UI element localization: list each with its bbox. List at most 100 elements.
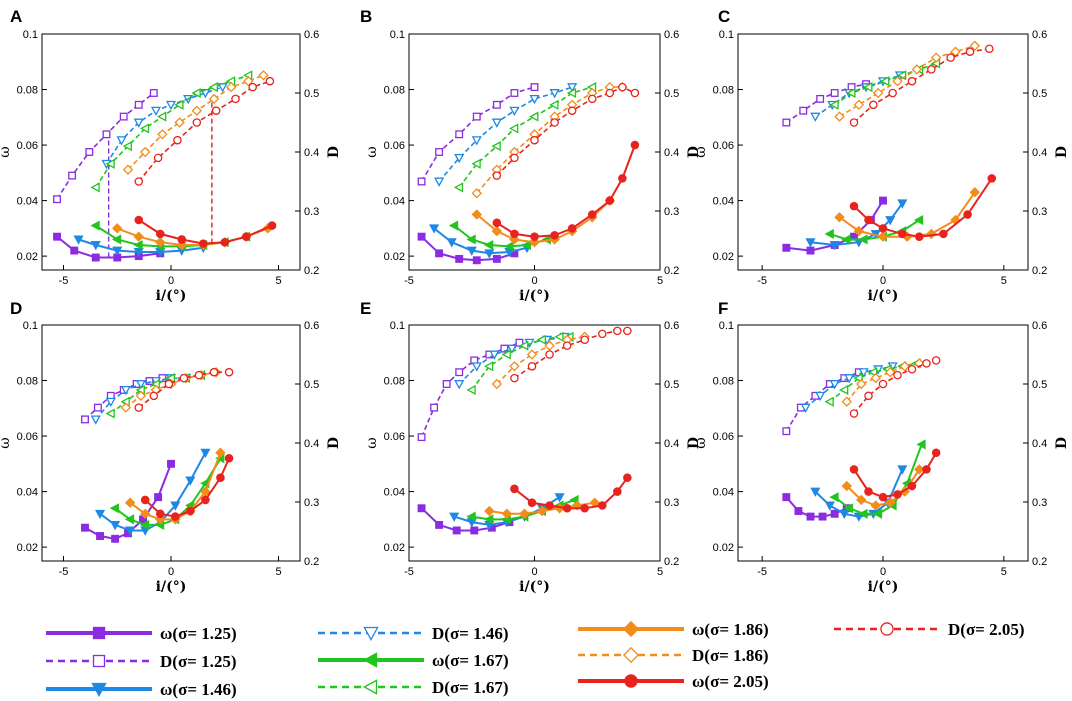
series-ω(σ= 1.86) [484, 497, 600, 520]
data-point [491, 378, 503, 390]
legend-item: ω(σ= 1.46) [46, 680, 237, 699]
data-point [192, 118, 202, 127]
series-D(σ= 1.25) [53, 89, 158, 204]
data-point [509, 123, 519, 134]
data-point [844, 374, 855, 384]
data-point [501, 508, 513, 520]
data-point [150, 106, 162, 117]
data-point [506, 344, 517, 354]
x-tick-label: 0 [531, 566, 537, 578]
data-point [124, 514, 135, 525]
x-tick-label: 0 [880, 566, 886, 578]
legend-item: ω(σ= 2.05) [578, 672, 769, 691]
data-point [111, 534, 120, 543]
data-point [519, 508, 530, 520]
y-tick-label: 0.1 [390, 29, 405, 41]
y2-tick-label: 0.4 [304, 147, 319, 159]
series-D(σ= 2.05) [134, 367, 234, 412]
data-point [899, 361, 910, 372]
y2-axis-label: D [686, 146, 702, 158]
x-tick-label: 5 [657, 566, 663, 578]
data-point [864, 215, 873, 225]
data-point [491, 118, 502, 128]
data-point [545, 350, 554, 359]
data-point [829, 99, 839, 110]
data-point [73, 235, 84, 245]
data-point [878, 492, 888, 502]
y2-tick-label: 0.2 [304, 556, 319, 568]
legend-label: D(σ= 1.67) [432, 678, 509, 697]
data-point [930, 52, 942, 63]
series-line [95, 74, 249, 188]
data-point [549, 99, 559, 110]
x-tick-label: 5 [1001, 566, 1007, 578]
y2-tick-label: 0.2 [1032, 265, 1047, 277]
data-point [913, 214, 924, 226]
data-point [985, 44, 994, 54]
y-tick-label: 0.08 [17, 376, 38, 388]
series-ω(σ= 1.25) [53, 232, 165, 262]
data-point [248, 82, 257, 92]
data-point [224, 367, 234, 377]
y2-axis-label: D [686, 437, 702, 449]
data-point [491, 141, 501, 152]
data-point [623, 326, 632, 336]
data-point [510, 229, 519, 239]
data-point [466, 246, 477, 256]
series-D(σ= 1.67) [90, 70, 253, 193]
data-point [455, 130, 464, 139]
y-tick-label: 0.04 [713, 487, 734, 499]
data-point [510, 89, 519, 97]
data-point [417, 504, 426, 513]
legend-marker [91, 682, 107, 697]
series-ω(σ= 2.05) [510, 473, 632, 513]
data-point [110, 520, 121, 531]
data-point [105, 158, 115, 169]
data-point [157, 129, 168, 140]
y2-tick-label: 0.4 [664, 438, 679, 450]
data-point [853, 225, 865, 237]
series-ω(σ= 1.25) [81, 459, 175, 543]
data-point [841, 396, 852, 407]
legend-item: ω(σ= 1.25) [46, 624, 237, 643]
data-point [90, 241, 101, 251]
data-point [567, 83, 578, 93]
data-point [536, 505, 548, 517]
data-point [267, 221, 277, 230]
data-point [782, 243, 791, 252]
series-ω(σ= 2.05) [849, 174, 997, 241]
data-point [800, 403, 811, 413]
data-point [455, 254, 464, 263]
data-point [442, 380, 451, 388]
x-tick-label: -5 [404, 275, 414, 287]
data-point [122, 141, 132, 152]
data-point [452, 526, 461, 535]
legend-marker [622, 646, 640, 664]
data-point [191, 105, 203, 116]
data-point [70, 246, 79, 255]
series-D(σ= 2.05) [849, 356, 941, 418]
data-point [527, 498, 537, 507]
data-point [544, 340, 555, 351]
series-D(σ= 1.67) [829, 58, 941, 110]
x-tick-label: 0 [880, 275, 886, 287]
data-point [885, 216, 896, 226]
series-ω(σ= 1.25) [417, 232, 519, 265]
y-tick-label: 0.06 [384, 140, 405, 152]
series-line [853, 48, 990, 124]
data-point [613, 326, 622, 336]
y2-tick-label: 0.4 [1032, 147, 1047, 159]
series-line [105, 86, 223, 165]
y-tick-label: 0.04 [384, 196, 405, 208]
data-point [134, 177, 144, 186]
data-point [806, 512, 815, 521]
data-point [449, 512, 460, 522]
x-axis-label: i/(°) [156, 579, 187, 595]
data-point [134, 403, 144, 412]
data-point [782, 427, 791, 436]
data-point [198, 239, 208, 248]
data-point [96, 532, 104, 540]
data-point [526, 349, 538, 360]
data-point [484, 361, 494, 372]
data-point [509, 361, 520, 372]
